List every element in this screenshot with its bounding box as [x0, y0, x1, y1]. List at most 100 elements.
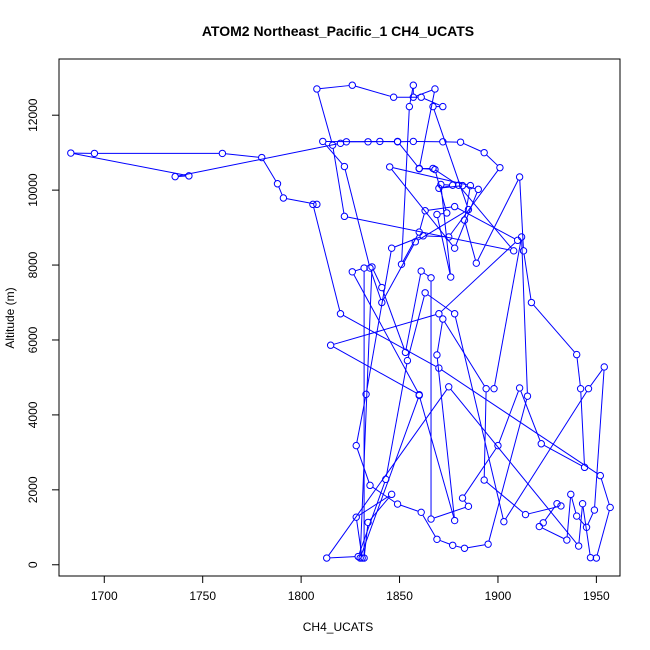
data-point: [596, 471, 605, 480]
series-segment: [419, 213, 425, 230]
series-segment: [576, 357, 581, 386]
data-point: [433, 210, 441, 219]
series-segment: [433, 506, 466, 519]
data-point: [600, 363, 608, 371]
series-segment: [405, 274, 422, 350]
data-point: [352, 441, 360, 450]
series-segment: [427, 294, 453, 313]
data-point: [443, 209, 451, 217]
y-tick-label: 0: [26, 561, 40, 568]
series-segment: [440, 212, 444, 215]
x-axis-label: CH4_UCATS: [303, 620, 373, 634]
series-segment: [356, 448, 370, 483]
data-point: [474, 185, 482, 194]
data-point: [437, 180, 445, 189]
series-segment: [533, 304, 575, 353]
x-tick-label: 1750: [189, 589, 216, 603]
series-segment: [463, 447, 497, 496]
data-point: [450, 516, 459, 525]
series-segment: [494, 240, 522, 386]
data-point: [348, 81, 356, 89]
series-segment: [401, 109, 410, 262]
series-segment: [73, 153, 186, 176]
data-point: [378, 298, 386, 307]
data-point: [409, 81, 418, 89]
data-point: [340, 162, 349, 171]
series-segment: [477, 179, 519, 261]
series-segment: [392, 167, 468, 186]
series-segment: [225, 153, 259, 158]
data-point: [450, 202, 459, 211]
data-point: [439, 102, 447, 111]
data-point: [397, 260, 406, 269]
data-point: [433, 535, 441, 543]
series-segment: [372, 269, 381, 285]
data-point: [527, 298, 536, 307]
series-segment: [488, 399, 528, 542]
data-point: [557, 502, 565, 510]
data-point: [382, 475, 390, 484]
data-point: [431, 165, 439, 174]
series-segment: [578, 518, 585, 526]
series-segment: [587, 512, 594, 525]
series-segment: [450, 388, 578, 544]
x-tick-label: 1950: [583, 589, 610, 603]
data-point: [572, 512, 581, 520]
series-segment: [419, 398, 455, 518]
data-point: [448, 541, 457, 549]
data-point: [496, 163, 504, 172]
y-tick-label: 10000: [26, 173, 40, 207]
y-tick-label: 8000: [26, 251, 40, 278]
y-tick-label: 4000: [26, 401, 40, 428]
data-point: [519, 247, 528, 255]
series-segment: [355, 85, 391, 97]
data-point: [405, 102, 414, 111]
series-segment: [578, 506, 583, 543]
data-point: [362, 390, 370, 399]
series-segment: [409, 88, 414, 104]
data-point: [574, 542, 583, 550]
data-point: [417, 267, 425, 275]
data-point: [328, 141, 337, 149]
data-point: [340, 212, 349, 221]
data-point: [90, 149, 99, 158]
data-point: [409, 137, 418, 146]
series-segment: [455, 192, 478, 246]
data-point: [326, 341, 335, 349]
x-tick-label: 1800: [288, 589, 315, 603]
series-segment: [423, 98, 441, 106]
data-point: [313, 85, 321, 93]
series-segment: [521, 240, 528, 393]
series-segment: [317, 91, 333, 143]
x-tick-label: 1900: [485, 589, 512, 603]
data-point: [429, 164, 437, 173]
series-segment: [262, 160, 277, 182]
data-point: [466, 181, 475, 190]
series-segment: [344, 169, 370, 266]
data-point: [273, 180, 282, 188]
data-point: [427, 515, 435, 523]
series-segment: [382, 244, 415, 300]
data-point: [417, 508, 425, 517]
data-point: [364, 518, 372, 527]
data-point: [393, 500, 402, 508]
series-segment: [391, 169, 454, 247]
series-segment: [370, 270, 382, 300]
series-segment: [358, 482, 386, 554]
series-layer: [67, 81, 614, 562]
series-segment: [423, 272, 429, 277]
data-point: [458, 181, 467, 190]
series-segment: [520, 390, 541, 441]
series-segment: [571, 497, 577, 514]
data-point: [387, 244, 396, 252]
series-segment: [464, 223, 476, 261]
series-segment: [528, 506, 558, 515]
data-point: [464, 502, 473, 511]
series-segment: [324, 143, 343, 165]
series-segment: [523, 253, 532, 300]
data-point: [435, 184, 443, 192]
data-point: [456, 138, 465, 146]
series-segment: [369, 496, 390, 521]
data-point: [576, 384, 585, 393]
series-segment: [454, 316, 504, 519]
